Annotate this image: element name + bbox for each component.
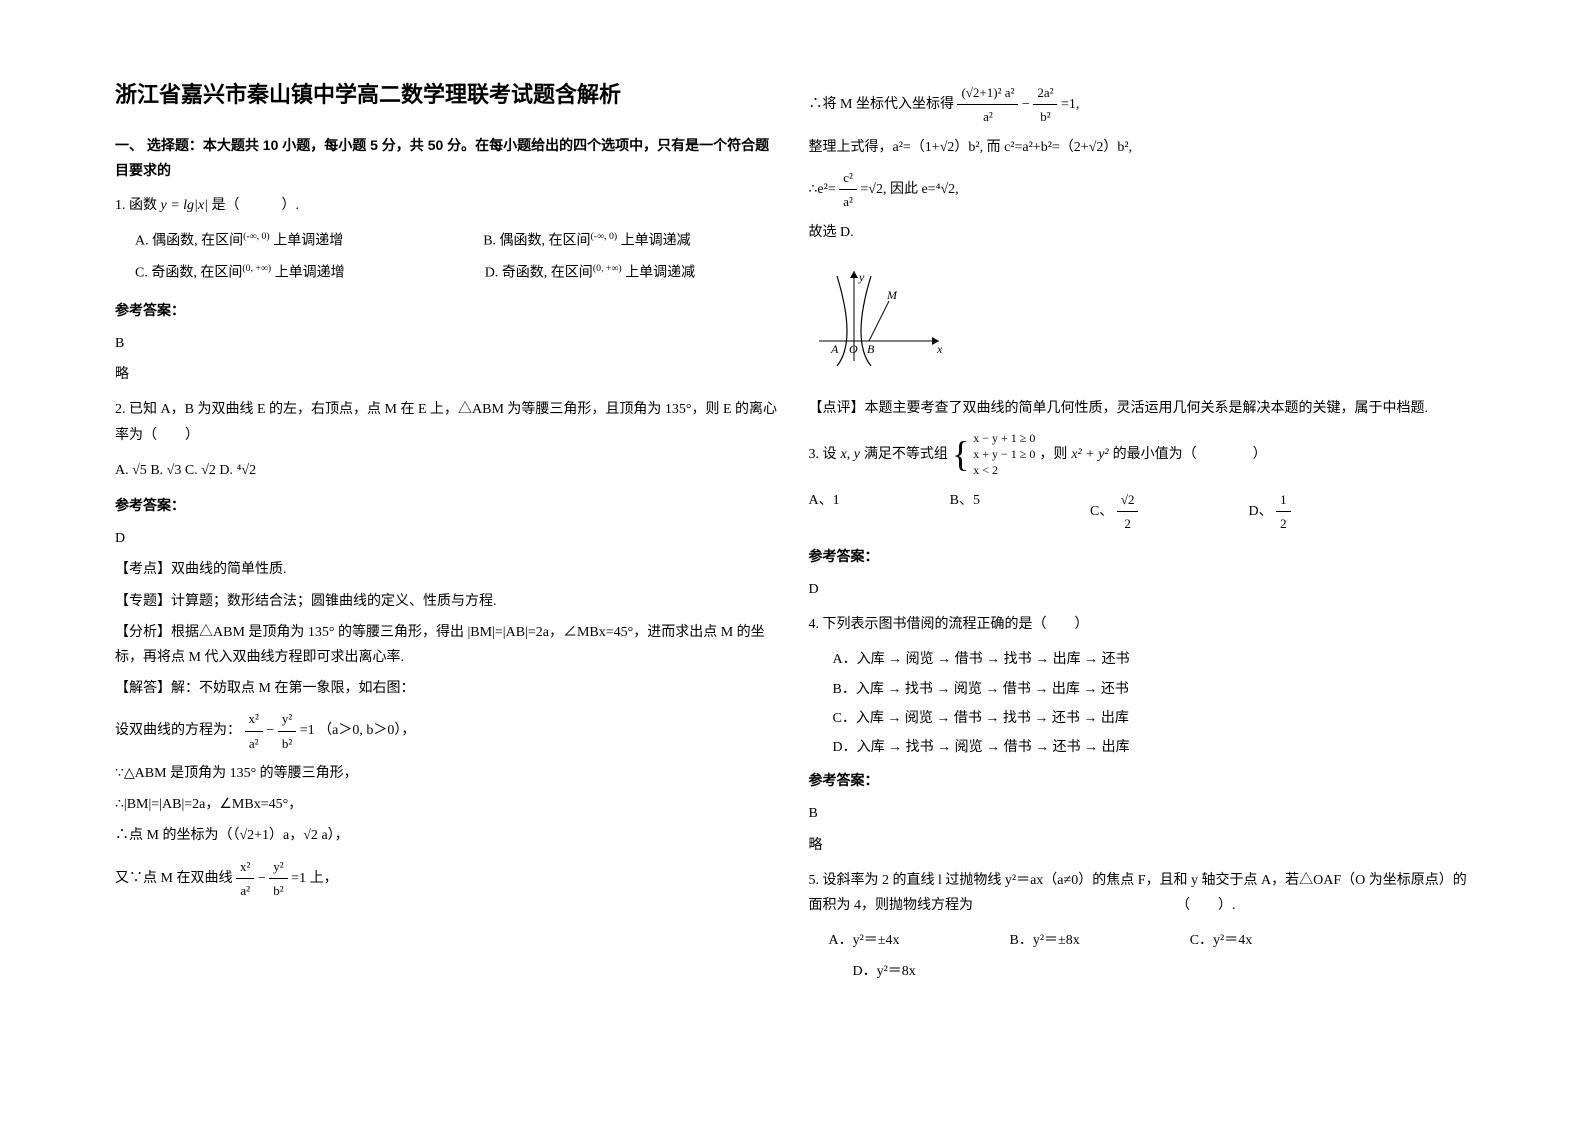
q4-answer: B [809,801,1473,826]
question-4: 4. 下列表示图书借阅的流程正确的是（ ） [809,612,1473,637]
q2-jieda-head: 【解答】解：不妨取点 M 在第一象限，如右图： [115,676,779,701]
q5-options-row1: A．y²＝±4x B．y²＝±8x C．y²＝4x [829,928,1473,953]
q2-options: A. √5 B. √3 C. √2 D. ⁴√2 [115,458,779,483]
q3-optC: C、 √22 [1090,488,1138,536]
frac-x2-a2: x² a² [245,707,263,755]
sys-ineq-1: x − y + 1 ≥ 0 [973,431,1035,447]
q1-answer-note: 略 [115,362,779,387]
q2-jieda-l2: ∵△ABM 是顶角为 135° 的等腰三角形， [115,761,779,786]
q2-jieda-l3: ∴|BM|=|AB|=2a，∠MBx=45°， [115,792,779,817]
question-5: 5. 设斜率为 2 的直线 l 过抛物线 y²＝ax（a≠0）的焦点 F，且和 … [809,868,1473,918]
q4-optD: D．入库 → 找书 → 阅览 → 借书 → 还书 → 出库 [833,735,1473,760]
q3-optD: D、 12 [1248,488,1290,536]
r-line2: 整理上式得，a²=（1+√2）b², 而 c²=a²+b²=（2+√2）b², [809,135,1473,160]
q2-jieda-l4: ∴点 M 的坐标为（（√2+1）a，√2 a）， [115,823,779,848]
q2-jieda-eq1: 设双曲线的方程为： x² a² − y² b² =1 （a＞0, b＞0）， [115,707,779,755]
q1-tail: 是（ ）. [211,198,299,213]
hyperbola-diagram: y x M A O B [809,261,949,371]
svg-text:A: A [830,342,839,356]
q1-expr: y = lg|x| [161,198,208,213]
frac-x2-a2-2: x² a² [236,855,254,903]
q4-optA: A．入库 → 阅览 → 借书 → 找书 → 出库 → 还书 [833,647,1473,672]
frac-r1: (√2+1)² a² a² [957,81,1018,129]
q1-options: A. 偶函数, 在区间(-∞, 0) 上单调递增 B. 偶函数, 在区间(-∞,… [135,228,779,286]
q1-answer-label: 参考答案： [115,298,779,323]
frac-y2-b2-2: y² b² [269,855,287,903]
q3-optB: B、5 [950,488,980,536]
question-2: 2. 已知 A，B 为双曲线 E 的左，右顶点，点 M 在 E 上，△ABM 为… [115,397,779,447]
q2-answer-label: 参考答案： [115,493,779,518]
svg-text:y: y [858,270,865,284]
frac-c2-a2: c² a² [839,166,857,214]
q2-answer: D [115,526,779,551]
r-line3: ∴e²= c² a² =√2, 因此 e=⁴√2, [809,166,1473,214]
svg-text:O: O [849,342,858,356]
q2-zhuanti: 【专题】计算题；数形结合法；圆锥曲线的定义、性质与方程. [115,589,779,614]
q5-optA: A．y²＝±4x [829,928,900,953]
q5-optD: D．y²＝8x [853,959,1473,984]
r-line4: 故选 D. [809,220,1473,245]
q4-optB: B．入库 → 找书 → 阅览 → 借书 → 出库 → 还书 [833,677,1473,702]
q2-jieda-l5: 又∵点 M 在双曲线 x² a² − y² b² =1 上， [115,855,779,903]
q4-optC: C．入库 → 阅览 → 借书 → 找书 → 还书 → 出库 [833,706,1473,731]
q3-optA: A、1 [809,488,840,536]
q4-note: 略 [809,833,1473,858]
section-1-heading: 一、 选择题：本大题共 10 小题，每小题 5 分，共 50 分。在每小题给出的… [115,133,779,183]
question-1: 1. 函数 y = lg|x| 是（ ）. [115,193,779,218]
q1-stem: 1. 函数 [115,198,157,213]
q3-options: A、1 B、5 C、 √22 D、 12 [809,488,1473,536]
frac-r2: 2a² b² [1033,81,1057,129]
r-line1: ∴将 M 坐标代入坐标得 (√2+1)² a² a² − 2a² b² =1, [809,81,1473,129]
q3-answer-label: 参考答案： [809,544,1473,569]
q1-optC: C. 奇函数, 在区间(0, +∞) 上单调递增 [135,260,345,286]
question-3: 3. 设 x, y 满足不等式组 { x − y + 1 ≥ 0 x + y −… [809,431,1473,478]
brace-icon: { [952,440,969,469]
q5-optC: C．y²＝4x [1190,928,1253,953]
dianping: 【点评】本题主要考查了双曲线的简单几何性质，灵活运用几何关系是解决本题的关键，属… [809,396,1473,421]
q2-kaodian: 【考点】双曲线的简单性质. [115,557,779,582]
sys-ineq-2: x + y − 1 ≥ 0 [973,447,1035,463]
page-title: 浙江省嘉兴市秦山镇中学高二数学理联考试题含解析 [115,75,779,115]
svg-text:B: B [867,342,875,356]
q1-optD: D. 奇函数, 在区间(0, +∞) 上单调递减 [485,260,695,286]
sys-ineq-3: x < 2 [973,463,1035,479]
q2-fenxi: 【分析】根据△ABM 是顶角为 135° 的等腰三角形，得出 |BM|=|AB|… [115,620,779,670]
q1-answer: B [115,331,779,356]
q5-optB: B．y²＝±8x [1010,928,1080,953]
q4-answer-label: 参考答案： [809,768,1473,793]
q3-answer: D [809,577,1473,602]
q1-optB: B. 偶函数, 在区间(-∞, 0) 上单调递减 [483,228,690,254]
frac-y2-b2: y² b² [278,707,296,755]
svg-text:x: x [936,342,943,356]
svg-text:M: M [886,288,898,302]
q1-optA: A. 偶函数, 在区间(-∞, 0) 上单调递增 [135,228,343,254]
